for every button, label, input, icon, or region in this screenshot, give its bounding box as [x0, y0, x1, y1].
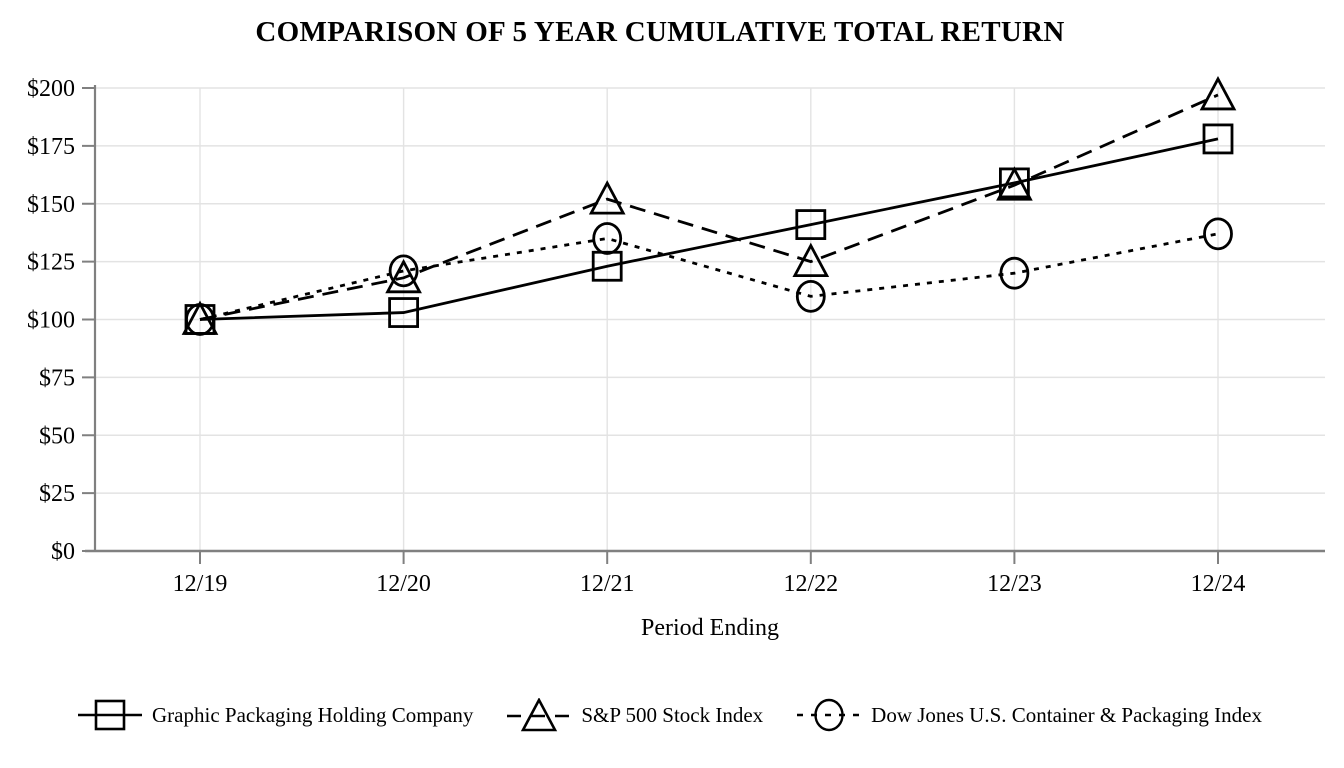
- chart-legend: Graphic Packaging Holding Company S&P 50…: [78, 698, 1262, 732]
- marker-square-series-0: [1202, 123, 1234, 155]
- y-tick-label: $25: [39, 481, 75, 507]
- legend-item-dowjones: Dow Jones U.S. Container & Packaging Ind…: [797, 698, 1262, 732]
- marker-triangle-series-1: [1199, 75, 1237, 111]
- legend-label-sp500: S&P 500 Stock Index: [581, 702, 764, 727]
- x-tick-label: 12/22: [783, 571, 838, 597]
- marker-circle-series-2: [999, 256, 1030, 290]
- x-tick-label: 12/21: [580, 571, 635, 597]
- marker-circle-series-2: [185, 303, 215, 336]
- series-line-2: [199, 232, 1219, 321]
- y-tick-label: $150: [27, 192, 75, 218]
- square-solid-line-icon: [78, 699, 142, 731]
- x-tick-label: 12/24: [1191, 571, 1246, 597]
- y-tick-label: $100: [27, 308, 75, 334]
- series-line-1: [199, 93, 1219, 321]
- marker-triangle-series-1: [588, 180, 626, 215]
- marker-triangle-series-1: [792, 242, 830, 278]
- marker-circle-series-2: [795, 279, 826, 313]
- legend-label-dowjones: Dow Jones U.S. Container & Packaging Ind…: [871, 702, 1262, 727]
- y-tick-label: $175: [27, 134, 75, 160]
- y-tick-label: $50: [39, 423, 75, 449]
- legend-item-sp500: S&P 500 Stock Index: [507, 698, 763, 732]
- x-tick-label: 12/19: [173, 571, 228, 597]
- marker-triangle-series-1: [385, 258, 422, 294]
- chart-plot-area: $0 $25 $50 $75 $100 $125 $150 $175 $200 12/19 12/2…: [27, 75, 1325, 597]
- marker-square-series-0: [388, 297, 420, 328]
- circle-dotted-line-icon: [797, 698, 862, 732]
- y-tick-label: $75: [39, 365, 75, 391]
- legend-item-gpk: Graphic Packaging Holding Company: [78, 699, 473, 731]
- legend-label-gpk: Graphic Packaging Holding Company: [152, 702, 474, 727]
- chart-title: COMPARISON OF 5 YEAR CUMULATIVE TOTAL RE…: [255, 16, 1065, 48]
- marker-triangle-series-1: [996, 166, 1033, 201]
- x-axis-title: Period Ending: [641, 615, 779, 641]
- x-tick-label: 12/20: [376, 571, 431, 597]
- marker-circle-series-2: [1203, 217, 1233, 251]
- marker-circle-series-2: [592, 222, 623, 255]
- y-tick-label: $0: [51, 539, 75, 565]
- triangle-dashed-line-icon: [507, 698, 572, 732]
- series-line-0: [199, 137, 1219, 321]
- marker-circle-series-2: [388, 254, 419, 288]
- x-tick-label: 12/23: [987, 571, 1042, 597]
- y-tick-label: $125: [27, 250, 75, 276]
- marker-square-series-0: [795, 209, 827, 240]
- y-tick-label: $200: [27, 76, 75, 102]
